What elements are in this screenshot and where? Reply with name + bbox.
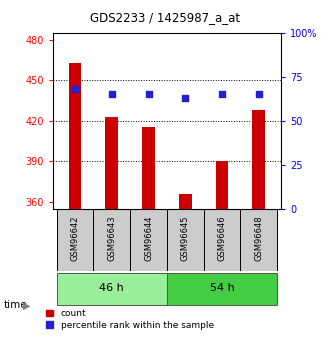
Bar — [167, 209, 204, 271]
Point — [109, 91, 114, 97]
Bar — [105, 117, 118, 209]
Text: 46 h: 46 h — [100, 283, 124, 293]
Bar — [69, 62, 82, 209]
Bar — [56, 209, 93, 271]
Text: GSM96646: GSM96646 — [218, 216, 227, 262]
Point — [73, 86, 78, 92]
Text: 54 h: 54 h — [210, 283, 234, 293]
Bar — [204, 209, 240, 271]
Text: GSM96642: GSM96642 — [71, 216, 80, 262]
Bar — [56, 273, 167, 305]
Bar — [179, 194, 192, 209]
Point — [256, 91, 261, 97]
Bar — [93, 209, 130, 271]
Text: GSM96643: GSM96643 — [107, 216, 116, 262]
Text: GSM96644: GSM96644 — [144, 216, 153, 262]
Text: GSM96645: GSM96645 — [181, 216, 190, 262]
Text: GSM96648: GSM96648 — [254, 216, 263, 262]
Point — [220, 91, 225, 97]
Text: GDS2233 / 1425987_a_at: GDS2233 / 1425987_a_at — [90, 11, 240, 24]
Bar — [167, 273, 277, 305]
Bar — [252, 110, 265, 209]
Legend: count, percentile rank within the sample: count, percentile rank within the sample — [46, 309, 214, 330]
Bar — [216, 161, 229, 209]
Text: ▶: ▶ — [23, 300, 30, 310]
Text: time: time — [3, 300, 27, 310]
Bar — [130, 209, 167, 271]
Bar — [240, 209, 277, 271]
Point — [146, 91, 151, 97]
Bar — [142, 128, 155, 209]
Point — [183, 95, 188, 101]
